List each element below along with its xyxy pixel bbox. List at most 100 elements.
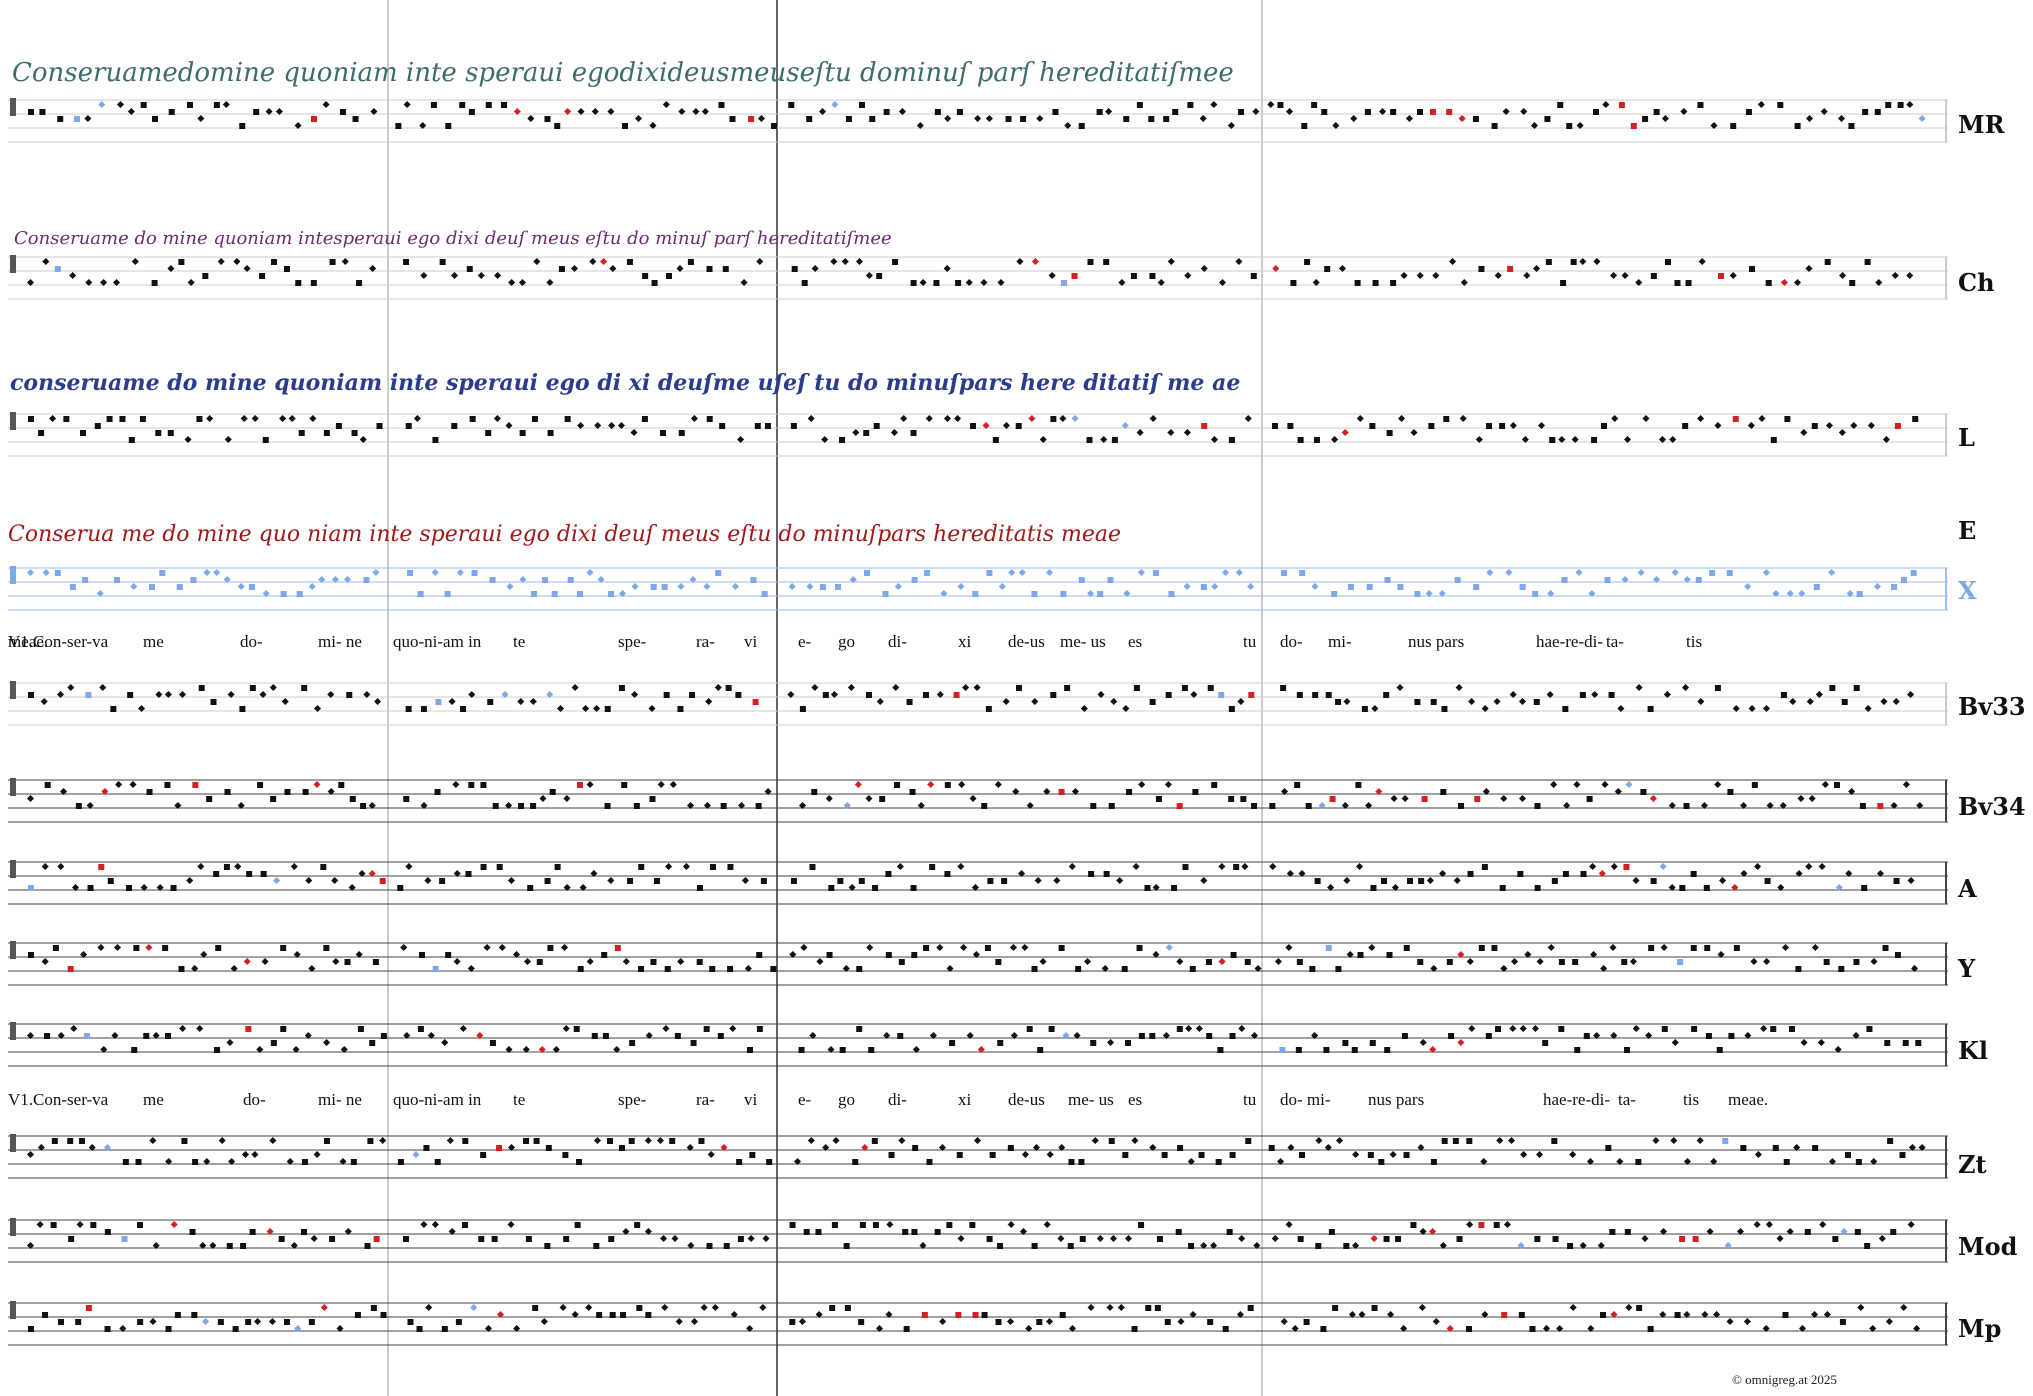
neume-square [752, 699, 759, 705]
neume-diamond [570, 264, 579, 273]
neume-diamond [1137, 568, 1145, 577]
neume-square [1299, 570, 1306, 576]
neume-diamond [508, 278, 516, 287]
neume-diamond [113, 943, 122, 952]
neume-square [239, 123, 246, 129]
neume-square [1691, 1026, 1698, 1032]
neume-square [972, 1312, 979, 1318]
neume-square [642, 273, 649, 279]
neume-diamond [591, 107, 599, 116]
neume-diamond [174, 801, 182, 810]
neume-square [618, 685, 625, 691]
neume-square [1770, 1026, 1777, 1032]
neume-square [1499, 885, 1506, 891]
neume-square [370, 1305, 377, 1311]
neume-square [1416, 109, 1423, 115]
neume-diamond [1789, 697, 1797, 706]
neume-square [1624, 1047, 1631, 1053]
neume-diamond [677, 582, 685, 591]
neume-square [567, 577, 574, 583]
neume-diamond [213, 568, 221, 577]
neume-square [1136, 102, 1143, 108]
neume-square [85, 1305, 92, 1311]
neume-square [645, 1312, 652, 1318]
neume-square [444, 591, 451, 597]
lyric-syllable: es [1128, 632, 1143, 651]
neume-diamond [971, 883, 979, 892]
neume-square [1630, 123, 1637, 129]
neume-square [1695, 577, 1702, 583]
neume-diamond [1218, 957, 1226, 966]
neume-diamond [1343, 697, 1351, 706]
neume-diamond [1124, 1234, 1133, 1243]
neume-diamond [1164, 780, 1172, 789]
neume-square [1007, 1145, 1014, 1151]
neume-square [955, 280, 962, 286]
neume-square [1782, 1312, 1789, 1318]
neume-square [1248, 692, 1255, 698]
neume-square [496, 1145, 503, 1151]
neume-diamond [310, 1234, 318, 1243]
lyric-syllable: tis [1683, 1090, 1700, 1109]
neume-diamond [1091, 1136, 1099, 1145]
neume-diamond [1885, 1317, 1893, 1326]
neume-diamond [331, 876, 339, 885]
neume-square [791, 266, 798, 272]
neume-diamond [67, 683, 75, 692]
neume-square [876, 273, 883, 279]
neume-diamond [957, 862, 965, 871]
neume-square [1058, 945, 1065, 951]
neume-diamond [501, 690, 509, 699]
neume-square [403, 259, 410, 265]
neume-square [1347, 584, 1354, 590]
neume-square [191, 1312, 198, 1318]
neume-diamond [1907, 1220, 1915, 1229]
neume-diamond [1106, 1303, 1114, 1312]
neume-square [1005, 116, 1012, 122]
neume-diamond [1401, 794, 1409, 803]
neume-square [1304, 259, 1311, 265]
neume-diamond [1285, 943, 1293, 952]
neume-square [1456, 1236, 1463, 1242]
neume-diamond [1811, 943, 1819, 952]
neume-square [1058, 789, 1065, 795]
neume-diamond [1368, 943, 1376, 952]
neume-square [1171, 885, 1178, 891]
neume-diamond [600, 257, 608, 266]
neume-square [1642, 116, 1649, 122]
neume-square [57, 116, 64, 122]
neume-square [1144, 885, 1151, 891]
neume-square [1478, 945, 1485, 951]
neume-square [790, 423, 797, 429]
neume-square [349, 796, 356, 802]
neume-diamond [1136, 428, 1144, 437]
neume-diamond [1398, 414, 1406, 423]
neume-square [770, 966, 777, 972]
neume-square [542, 577, 549, 583]
neume-square [933, 280, 940, 286]
neume-square [858, 878, 865, 884]
neume-square [638, 864, 645, 870]
neume-square [1648, 945, 1655, 951]
neume-diamond [916, 121, 924, 130]
neume-diamond [379, 1136, 387, 1145]
neume-square [761, 591, 768, 597]
neume-square [799, 706, 806, 712]
lyric-syllable: do- mi- [1280, 1090, 1331, 1109]
neume-square [1446, 109, 1453, 115]
neume-square [1384, 1047, 1391, 1053]
neume-square [898, 959, 905, 965]
neume-diamond [807, 1136, 815, 1145]
neume-square [1037, 1047, 1044, 1053]
neume-square [1087, 259, 1094, 265]
neume-square [430, 102, 437, 108]
neume-square [1874, 109, 1881, 115]
neume-square [706, 266, 713, 272]
neume-diamond [847, 683, 855, 692]
neume-square [1156, 1236, 1163, 1242]
neume-square [1493, 1222, 1500, 1228]
neume-square [1833, 782, 1840, 788]
neume-square [856, 966, 863, 972]
neume-square [1407, 878, 1414, 884]
neume-diamond [498, 943, 506, 952]
